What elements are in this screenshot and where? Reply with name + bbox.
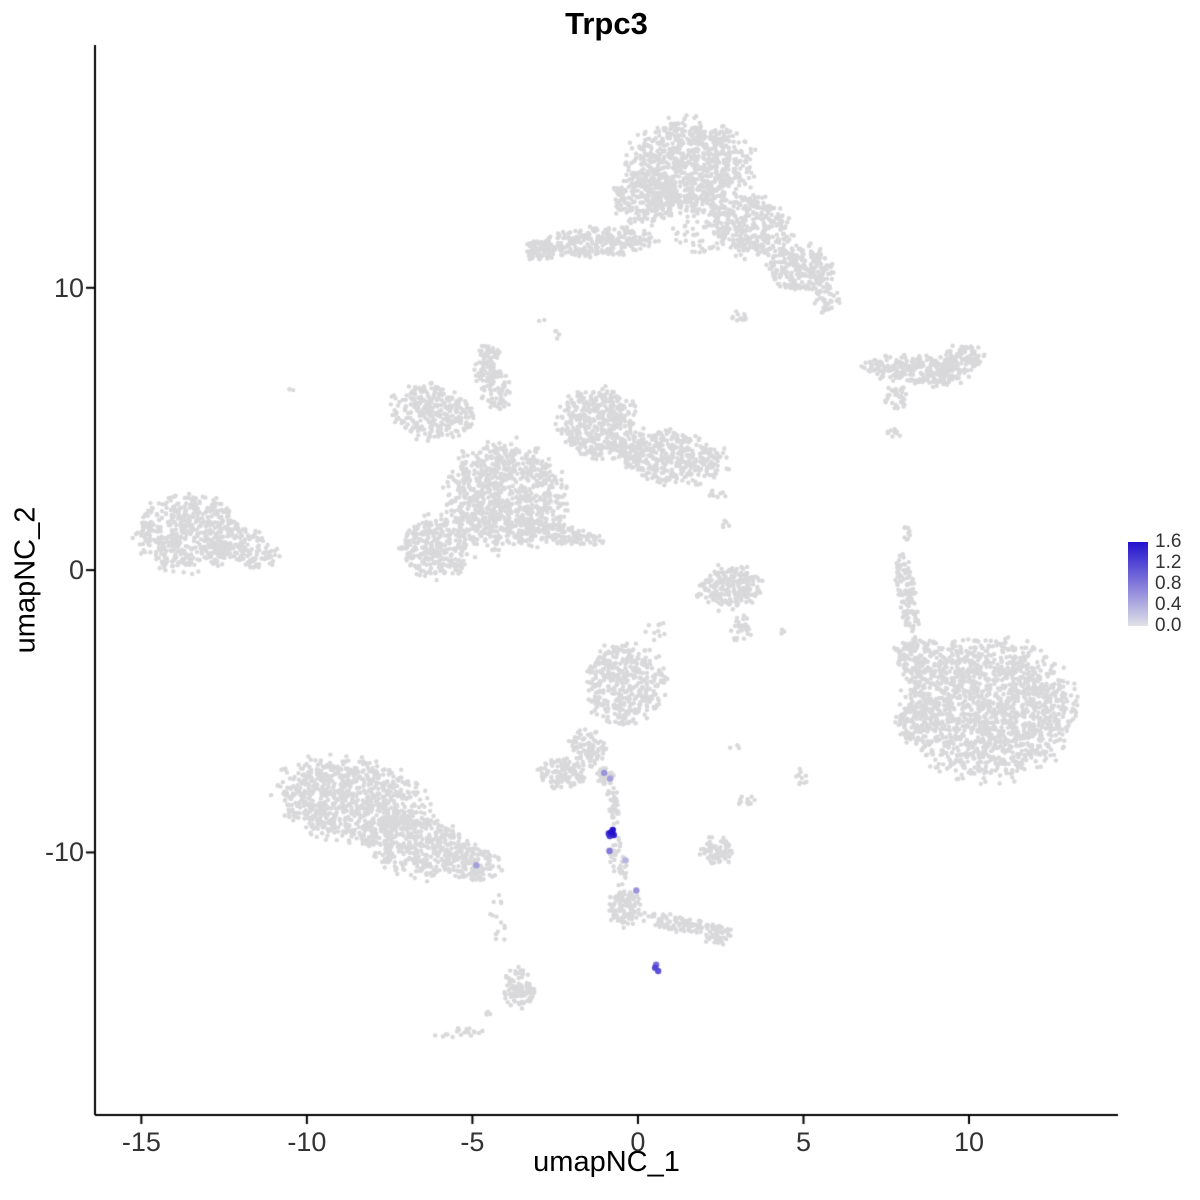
- x-tick-label: 5: [795, 1127, 811, 1157]
- plot-title: Trpc3: [565, 6, 648, 41]
- legend-tick-label: 1.6: [1155, 531, 1182, 552]
- x-tick-label: -15: [121, 1127, 161, 1157]
- x-axis-title: umapNC_1: [533, 1146, 680, 1178]
- legend-tick-label: 0.0: [1155, 615, 1182, 636]
- x-tick-label: -5: [460, 1127, 485, 1157]
- legend-gradient-bar: [1128, 542, 1148, 626]
- legend-tick-label: 1.2: [1155, 552, 1182, 573]
- x-tick-label: -10: [287, 1127, 327, 1157]
- y-tick-label: -10: [44, 837, 84, 868]
- legend-tick-label: 0.4: [1155, 594, 1182, 615]
- x-tick-label: 0: [630, 1127, 646, 1157]
- y-tick-label: 0: [68, 555, 84, 586]
- x-tick-label: 10: [953, 1127, 985, 1157]
- legend-tick-label: 0.8: [1155, 573, 1182, 594]
- y-tick-label: 10: [53, 272, 84, 303]
